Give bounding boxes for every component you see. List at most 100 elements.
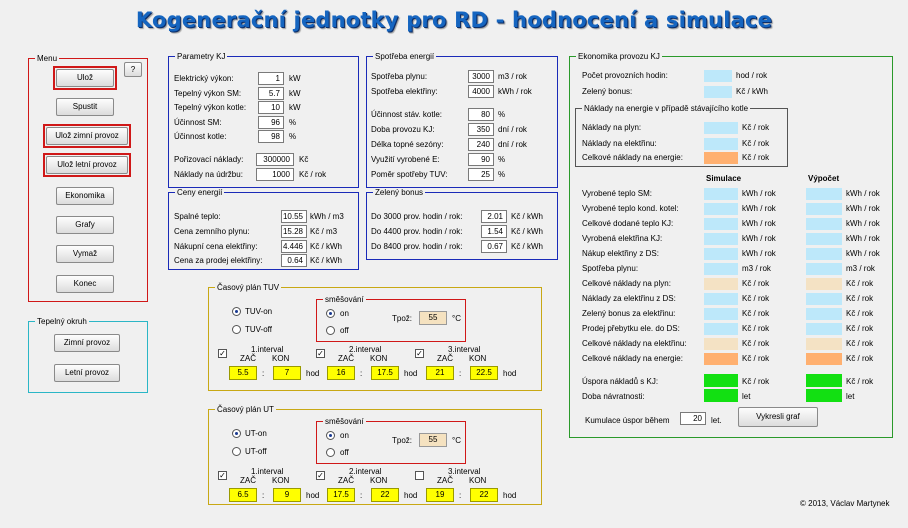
interval-start-input[interactable]: 21 (426, 366, 454, 380)
simulation-unit: kWh / rok (742, 234, 776, 243)
interval-checkbox[interactable]: ✓ (218, 471, 227, 480)
consumption-input[interactable]: 350 (468, 123, 494, 136)
clear-button[interactable]: Vymaž (56, 245, 114, 263)
exit-button[interactable]: Konec (56, 275, 114, 293)
start-header: ZAČ (338, 476, 354, 485)
simulation-unit: m3 / rok (742, 264, 771, 273)
graphs-button[interactable]: Grafy (56, 216, 114, 234)
schedule-on-radio[interactable] (232, 429, 241, 438)
interval-end-input[interactable]: 17.5 (371, 366, 399, 380)
save-button[interactable]: Ulož (56, 69, 114, 87)
interval-start-input[interactable]: 6.5 (229, 488, 257, 502)
winter-mode-button[interactable]: Zimní provoz (54, 334, 120, 352)
summer-mode-button[interactable]: Letní provoz (54, 364, 120, 382)
save-button-highlight (53, 66, 117, 90)
interval-end-input[interactable]: 7 (273, 366, 301, 380)
consumption-input[interactable]: 4000 (468, 85, 494, 98)
consumption-label: Spotřeba plynu: (371, 72, 428, 81)
economics-button[interactable]: Ekonomika (56, 187, 114, 205)
price-input[interactable]: 4.446 (281, 240, 307, 253)
parameter-label: Tepelný výkon SM: (174, 89, 242, 98)
price-input[interactable]: 15.28 (281, 225, 307, 238)
parameter-input[interactable]: 5.7 (258, 87, 284, 100)
simulation-value (704, 338, 738, 350)
parameter-input[interactable]: 300000 (256, 153, 294, 166)
mixing-off-radio[interactable] (326, 448, 335, 457)
consumption-input[interactable]: 240 (468, 138, 494, 151)
tpoz-input[interactable]: 55 (419, 433, 447, 447)
consumption-input[interactable]: 90 (468, 153, 494, 166)
interval-hour-unit: hod (404, 369, 418, 378)
end-header: KON (272, 476, 290, 485)
consumption-input[interactable]: 80 (468, 108, 494, 121)
calculation-value (806, 248, 842, 260)
parameter-input[interactable]: 1 (258, 72, 284, 85)
interval-separator: : (360, 369, 363, 378)
save-winter-button[interactable]: Ulož zimní provoz (46, 127, 128, 145)
calculation-unit: kWh / rok (846, 249, 880, 258)
save-summer-button[interactable]: Ulož letní provoz (46, 156, 128, 174)
mixing-off-radio[interactable] (326, 326, 335, 335)
consumption-input[interactable]: 25 (468, 168, 494, 181)
green-bonus-input[interactable]: 0.67 (481, 240, 507, 253)
interval-checkbox[interactable]: ✓ (415, 349, 424, 358)
interval-checkbox[interactable]: ✓ (316, 349, 325, 358)
consumption-unit: % (498, 110, 506, 119)
interval-end-input[interactable]: 22.5 (470, 366, 498, 380)
schedule-off-radio[interactable] (232, 325, 241, 334)
parameters-group: Parametry KJ (168, 52, 359, 188)
interval-checkbox[interactable]: ✓ (316, 471, 325, 480)
calculation-unit: Kč / rok (846, 324, 874, 333)
simulation-unit: Kč / rok (742, 324, 770, 333)
price-input[interactable]: 10.55 (281, 210, 307, 223)
parameter-input[interactable]: 10 (258, 101, 284, 114)
menu-legend: Menu (37, 54, 58, 63)
simulation-unit: Kč / rok (742, 309, 770, 318)
interval-start-input[interactable]: 17.5 (327, 488, 355, 502)
schedule-off-radio[interactable] (232, 447, 241, 456)
calculation-value (806, 278, 842, 290)
economics-row-label: Vyrobená elektřina KJ: (582, 234, 663, 243)
interval-end-input[interactable]: 22 (470, 488, 498, 502)
schedule-on-radio[interactable] (232, 307, 241, 316)
draw-graph-button[interactable]: Vykresli graf (738, 407, 818, 427)
parameter-input[interactable]: 98 (258, 130, 284, 143)
calculation-unit: Kč / rok (846, 294, 874, 303)
interval-checkbox[interactable]: ✓ (218, 349, 227, 358)
consumption-group: Spotřeba energií (366, 52, 558, 188)
green-bonus-input[interactable]: 1.54 (481, 225, 507, 238)
electricity-cost-value (704, 138, 738, 150)
calculation-value (806, 188, 842, 200)
tpoz-input[interactable]: 55 (419, 311, 447, 325)
interval-end-input[interactable]: 9 (273, 488, 301, 502)
interval-checkbox[interactable] (415, 471, 424, 480)
parameter-input[interactable]: 96 (258, 116, 284, 129)
calculation-unit: Kč / rok (846, 309, 874, 318)
mixing-on-radio[interactable] (326, 309, 335, 318)
price-input[interactable]: 0.64 (281, 254, 307, 267)
interval-end-input[interactable]: 22 (371, 488, 399, 502)
interval-start-input[interactable]: 5.5 (229, 366, 257, 380)
interval-start-input[interactable]: 16 (327, 366, 355, 380)
help-button[interactable]: ? (124, 62, 142, 77)
end-header: KON (370, 354, 388, 363)
save-winter-highlight (43, 124, 131, 148)
calculation-unit: m3 / rok (846, 264, 875, 273)
parameter-label: Účinnost SM: (174, 118, 222, 127)
green-bonus-input[interactable]: 2.01 (481, 210, 507, 223)
payback-label: Doba návratnosti: (582, 392, 645, 401)
consumption-label: Doba provozu KJ: (371, 125, 435, 134)
cumulation-years-input[interactable]: 20 (680, 412, 706, 425)
total-energy-cost-value (704, 152, 738, 164)
simulation-value (704, 248, 738, 260)
mixing-on-radio[interactable] (326, 431, 335, 440)
interval-separator: : (262, 369, 265, 378)
mixing-off-label: off (340, 448, 349, 457)
run-button[interactable]: Spustit (56, 98, 114, 116)
calculation-value (806, 203, 842, 215)
green-bonus-rate-value (704, 86, 732, 98)
consumption-input[interactable]: 3000 (468, 70, 494, 83)
parameter-input[interactable]: 1000 (256, 168, 294, 181)
consumption-unit: % (498, 170, 506, 179)
interval-start-input[interactable]: 19 (426, 488, 454, 502)
